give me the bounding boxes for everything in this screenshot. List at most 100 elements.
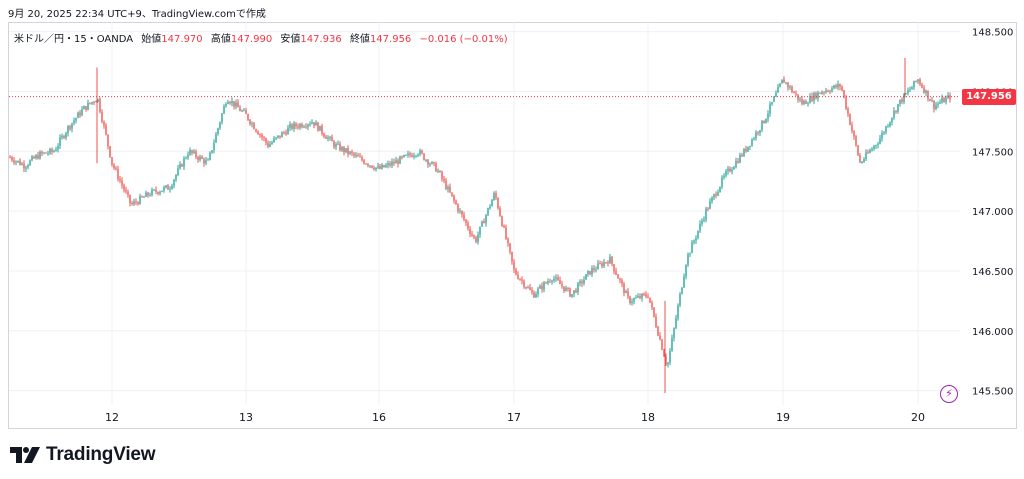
candle-body (699, 223, 701, 231)
candle-body (771, 101, 773, 105)
candle-body (613, 264, 615, 272)
legend-high-value: 147.990 (230, 34, 273, 45)
candle-body (13, 160, 15, 163)
candle-body (809, 96, 811, 104)
candle-body (701, 220, 703, 224)
candle-body (769, 104, 771, 114)
candle-body (397, 160, 399, 164)
candle-body (539, 285, 541, 289)
candle-body (85, 106, 87, 110)
candle-body (589, 271, 591, 275)
candle-body (879, 138, 881, 144)
candle-body (825, 90, 827, 93)
x-tick-label: 18 (641, 411, 655, 424)
candle-body (101, 111, 103, 122)
candle-body (731, 169, 733, 172)
legend-close-value: 147.956 (369, 34, 412, 45)
candle-body (649, 297, 651, 303)
candle-body (705, 208, 707, 220)
lightning-bolt-icon[interactable]: ⚡ (940, 385, 958, 403)
candle-body (289, 124, 291, 128)
candle-body (257, 131, 259, 135)
candle-body (509, 243, 511, 252)
candle-body (801, 99, 803, 105)
candle-body (525, 286, 527, 288)
candle-body (155, 189, 157, 192)
candle-body (127, 191, 129, 195)
legend-high-label: 高値 (210, 34, 231, 45)
candle-body (881, 133, 883, 139)
candle-body (843, 90, 845, 98)
legend-symbol[interactable]: 米ドル／円・15・OANDA (14, 34, 134, 45)
candle-body (667, 362, 669, 365)
candle-body (441, 172, 443, 179)
candle-body (921, 84, 923, 88)
candle-body (513, 261, 515, 270)
candle-body (775, 92, 777, 97)
candle-body (287, 127, 289, 135)
candle-body (799, 99, 801, 101)
tradingview-brand[interactable]: TradingView (10, 444, 156, 466)
candle-body (205, 160, 207, 164)
candle-body (145, 192, 147, 197)
candle-body (551, 280, 553, 282)
candle-body (259, 134, 261, 136)
candle-body (223, 106, 225, 114)
y-tick-label: 146.000 (972, 327, 1013, 338)
candle-body (249, 119, 251, 124)
candle-body (675, 318, 677, 329)
candle-body (413, 155, 415, 157)
candle-body (139, 196, 141, 205)
candle-body (465, 219, 467, 223)
candle-body (597, 263, 599, 270)
candle-body (329, 137, 331, 139)
candle-body (847, 108, 849, 115)
candle-body (297, 126, 299, 128)
candle-body (149, 195, 151, 197)
candle-body (69, 126, 71, 129)
candle-body (893, 110, 895, 118)
candle-body (181, 164, 183, 167)
candle-body (335, 144, 337, 148)
candle-body (861, 161, 863, 163)
candle-body (9, 157, 11, 159)
candle-body (221, 113, 223, 123)
candle-body (301, 124, 303, 128)
candle-body (353, 153, 355, 156)
candle-body (849, 114, 851, 125)
candle-body (781, 79, 783, 84)
candle-body (19, 160, 21, 165)
candle-body (395, 160, 397, 164)
candle-body (733, 167, 735, 170)
candle-body (873, 145, 875, 149)
candle-body (229, 102, 231, 104)
candle-body (115, 168, 117, 170)
candle-body (51, 148, 53, 152)
candle-body (803, 100, 805, 105)
candle-body (663, 349, 665, 357)
chart-frame[interactable] (8, 22, 1017, 429)
candle-body (243, 110, 245, 112)
candle-body (477, 234, 479, 242)
candle-body (811, 96, 813, 101)
candle-body (497, 198, 499, 209)
candle-body (143, 196, 145, 198)
candle-body (783, 79, 785, 83)
candle-body (367, 164, 369, 166)
candle-body (761, 120, 763, 131)
candle-body (401, 156, 403, 158)
candle-body (27, 165, 29, 168)
candle-body (585, 274, 587, 280)
candle-body (179, 164, 181, 169)
legend-open-label: 始値 (141, 34, 162, 45)
candle-body (175, 174, 177, 180)
candle-body (901, 99, 903, 103)
candle-body (377, 166, 379, 168)
candle-body (483, 221, 485, 224)
candle-body (835, 85, 837, 88)
candle-body (409, 153, 411, 156)
candle-body (29, 160, 31, 166)
candle-body (899, 99, 901, 105)
candle-body (821, 92, 823, 94)
